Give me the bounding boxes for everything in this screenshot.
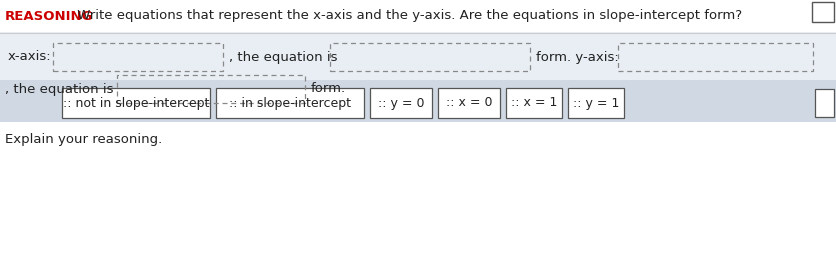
Bar <box>811 2 833 22</box>
Bar <box>0 80 836 122</box>
Bar <box>617 43 812 71</box>
Text: Write equations that represent the x-axis and the y-axis. Are the equations in s: Write equations that represent the x-axi… <box>73 10 742 22</box>
FancyBboxPatch shape <box>370 88 431 118</box>
FancyBboxPatch shape <box>437 88 499 118</box>
Bar <box>0 0 836 32</box>
Text: , the equation is: , the equation is <box>229 50 337 64</box>
FancyBboxPatch shape <box>216 88 364 118</box>
Text: form.: form. <box>311 83 346 96</box>
Bar <box>0 122 836 267</box>
Bar <box>814 89 833 117</box>
Bar <box>53 43 222 71</box>
Text: , the equation is: , the equation is <box>5 83 114 96</box>
Text: Explain your reasoning.: Explain your reasoning. <box>5 132 162 146</box>
Text: form. y-axis:: form. y-axis: <box>535 50 618 64</box>
FancyBboxPatch shape <box>62 88 210 118</box>
Text: :: x = 1: :: x = 1 <box>510 96 557 109</box>
Text: :: not in slope-intercept: :: not in slope-intercept <box>63 96 209 109</box>
Bar <box>329 43 529 71</box>
Text: x-axis:: x-axis: <box>8 50 52 64</box>
FancyBboxPatch shape <box>506 88 561 118</box>
Text: :: y = 0: :: y = 0 <box>377 96 424 109</box>
Text: :: x = 0: :: x = 0 <box>446 96 492 109</box>
FancyBboxPatch shape <box>568 88 624 118</box>
Bar <box>0 32 836 137</box>
Text: REASONING: REASONING <box>5 10 94 22</box>
Text: :: y = 1: :: y = 1 <box>572 96 619 109</box>
Bar <box>117 75 304 103</box>
Text: :: in slope-intercept: :: in slope-intercept <box>229 96 350 109</box>
